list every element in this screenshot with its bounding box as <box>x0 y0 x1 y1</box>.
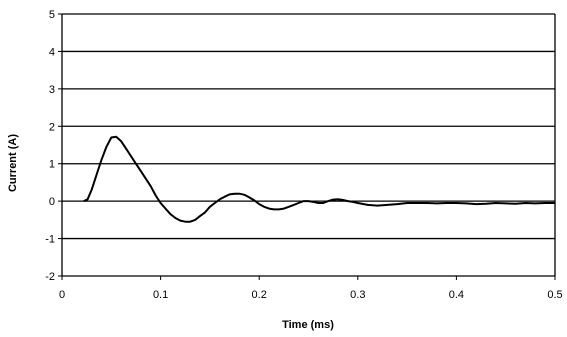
y-axis-ticks: -2 -1 0 1 2 3 4 5 <box>45 9 62 283</box>
y-tick-label-5: 3 <box>49 84 55 96</box>
x-axis-label: Time (ms) <box>282 319 334 331</box>
x-tick-label-1: 0.1 <box>153 289 168 301</box>
y-tick-label-1: -1 <box>45 234 55 246</box>
x-tick-label-4: 0.4 <box>449 289 464 301</box>
y-tick-label-7: 5 <box>49 9 55 21</box>
x-axis-ticks: 0 0.1 0.2 0.3 0.4 0.5 <box>59 276 563 301</box>
x-tick-label-0: 0 <box>59 289 65 301</box>
x-tick-label-5: 0.5 <box>547 289 562 301</box>
y-tick-label-0: -2 <box>45 271 55 283</box>
gridlines <box>62 13 555 277</box>
plot-area <box>61 14 556 276</box>
y-tick-label-2: 0 <box>49 196 55 208</box>
y-axis-label: Current (A) <box>7 134 19 192</box>
series-line-0 <box>83 135 555 223</box>
y-tick-label-3: 1 <box>49 159 55 171</box>
y-tick-label-6: 4 <box>49 46 55 58</box>
x-tick-label-2: 0.2 <box>252 289 267 301</box>
x-tick-label-3: 0.3 <box>350 289 365 301</box>
y-tick-label-4: 2 <box>49 121 55 133</box>
